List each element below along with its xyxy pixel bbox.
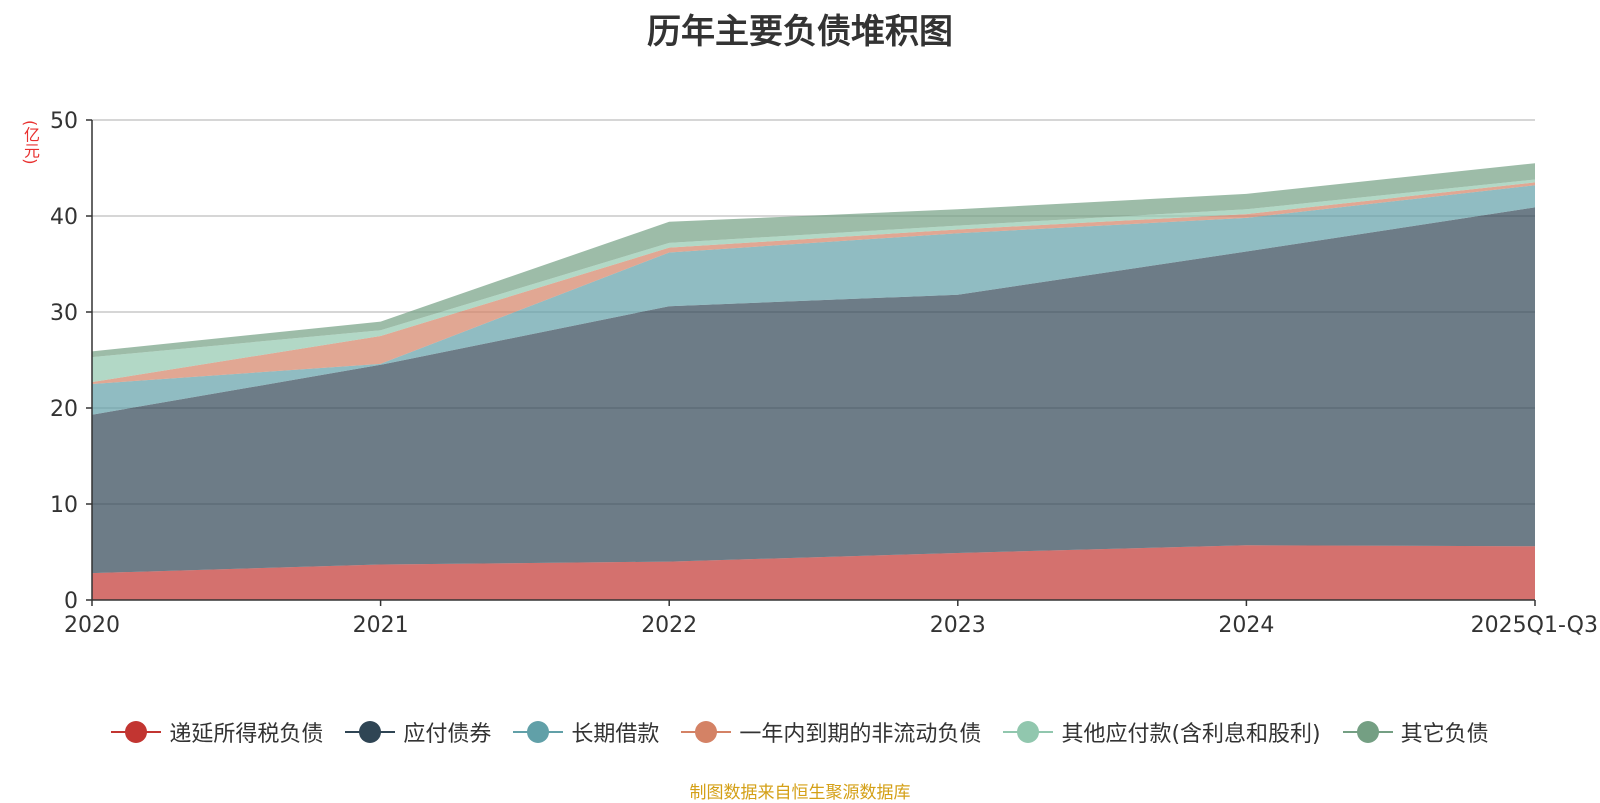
x-tick-label: 2024 xyxy=(1218,613,1274,638)
area-series-3 xyxy=(92,185,1535,415)
legend: 递延所得税负债 应付债券 长期借款 一年内到期的非流动负债 其他应付款(含利息和股利) 其… xyxy=(0,716,1600,748)
legend-item-1[interactable]: 递延所得税负债 xyxy=(111,716,323,748)
legend-label: 长期借款 xyxy=(571,722,660,747)
legend-item-6[interactable]: 其它负债 xyxy=(1342,716,1489,748)
legend-marker-icon xyxy=(1342,720,1393,744)
legend-marker-icon xyxy=(345,720,396,744)
legend-marker-icon xyxy=(681,720,732,744)
y-tick-labels: 0 10 20 30 40 50 xyxy=(50,109,78,614)
legend-label: 一年内到期的非流动负债 xyxy=(739,722,982,747)
y-tick-label: 10 xyxy=(50,493,78,518)
x-tick-label: 2020 xyxy=(64,613,120,638)
area-series-2 xyxy=(92,207,1535,574)
area-series-4 xyxy=(92,182,1535,384)
x-tick-label: 2021 xyxy=(353,613,409,638)
y-tick-label: 50 xyxy=(50,109,78,134)
y-tick-label: 0 xyxy=(64,589,78,614)
y-axis-unit: (亿元) xyxy=(21,120,40,165)
legend-marker-icon xyxy=(513,720,564,744)
legend-marker-icon xyxy=(111,720,162,744)
legend-item-3[interactable]: 长期借款 xyxy=(513,716,659,748)
legend-item-2[interactable]: 应付债券 xyxy=(345,716,491,748)
area-series xyxy=(92,163,1535,600)
area-series-1 xyxy=(92,545,1535,600)
y-tick-label: 20 xyxy=(50,397,78,422)
axes xyxy=(86,119,1536,606)
chart-title: 历年主要负债堆积图 xyxy=(647,12,953,52)
data-source-note: 制图数据来自恒生聚源数据库 xyxy=(689,783,911,803)
legend-marker-icon xyxy=(1003,720,1054,744)
area-series-6 xyxy=(92,163,1535,358)
x-tick-label: 2023 xyxy=(930,613,986,638)
legend-item-5[interactable]: 其他应付款(含利息和股利) xyxy=(1003,716,1321,748)
y-tick-label: 30 xyxy=(50,301,78,326)
legend-label: 应付债券 xyxy=(403,722,492,747)
x-tick-label: 2022 xyxy=(641,613,697,638)
legend-label: 其他应付款(含利息和股利) xyxy=(1061,722,1321,747)
y-tick-label: 40 xyxy=(50,205,78,230)
legend-label: 其它负债 xyxy=(1400,722,1489,747)
legend-label: 递延所得税负债 xyxy=(169,722,324,747)
x-tick-labels: 2020 2021 2022 2023 2024 2025Q1-Q3 xyxy=(64,613,1598,638)
legend-item-4[interactable]: 一年内到期的非流动负债 xyxy=(681,716,981,748)
x-tick-label: 2025Q1-Q3 xyxy=(1471,613,1598,638)
